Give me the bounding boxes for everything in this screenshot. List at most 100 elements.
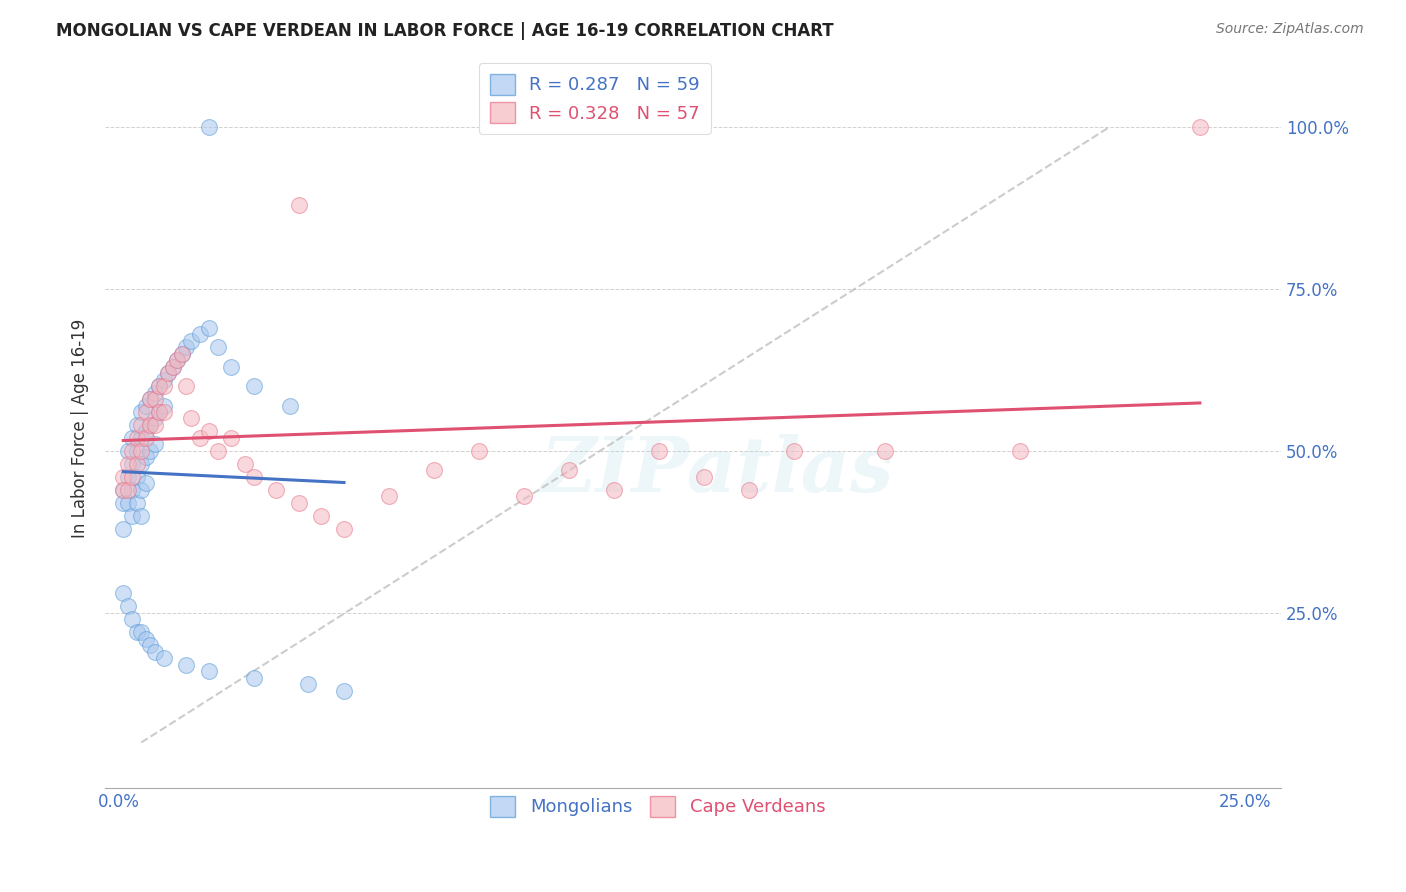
Point bbox=[117, 457, 139, 471]
Point bbox=[143, 417, 166, 432]
Point bbox=[112, 483, 135, 497]
Point bbox=[135, 405, 157, 419]
Point bbox=[311, 508, 333, 523]
Text: Source: ZipAtlas.com: Source: ZipAtlas.com bbox=[1216, 22, 1364, 37]
Point bbox=[129, 405, 152, 419]
Point bbox=[121, 612, 143, 626]
Point bbox=[148, 379, 170, 393]
Point bbox=[333, 522, 356, 536]
Point bbox=[139, 417, 162, 432]
Point bbox=[125, 625, 148, 640]
Point bbox=[135, 425, 157, 439]
Point bbox=[278, 399, 301, 413]
Point bbox=[152, 651, 174, 665]
Point bbox=[152, 373, 174, 387]
Point bbox=[738, 483, 761, 497]
Point bbox=[148, 405, 170, 419]
Point bbox=[243, 470, 266, 484]
Point bbox=[266, 483, 288, 497]
Point bbox=[166, 353, 188, 368]
Point bbox=[1008, 443, 1031, 458]
Point bbox=[125, 417, 148, 432]
Point bbox=[783, 443, 806, 458]
Point bbox=[112, 496, 135, 510]
Point bbox=[288, 496, 311, 510]
Point bbox=[207, 443, 229, 458]
Point bbox=[143, 437, 166, 451]
Point bbox=[112, 522, 135, 536]
Point bbox=[125, 470, 148, 484]
Legend: Mongolians, Cape Verdeans: Mongolians, Cape Verdeans bbox=[481, 787, 835, 826]
Point bbox=[243, 671, 266, 685]
Point bbox=[139, 392, 162, 406]
Point bbox=[129, 483, 152, 497]
Point bbox=[143, 411, 166, 425]
Point bbox=[423, 463, 446, 477]
Point bbox=[135, 431, 157, 445]
Point bbox=[139, 443, 162, 458]
Point bbox=[139, 638, 162, 652]
Point bbox=[129, 625, 152, 640]
Point bbox=[125, 457, 148, 471]
Point bbox=[125, 443, 148, 458]
Point bbox=[170, 346, 193, 360]
Point bbox=[176, 657, 198, 672]
Point bbox=[121, 443, 143, 458]
Point bbox=[152, 399, 174, 413]
Point bbox=[135, 476, 157, 491]
Point bbox=[188, 431, 211, 445]
Point bbox=[378, 489, 401, 503]
Point bbox=[125, 496, 148, 510]
Point bbox=[198, 664, 221, 678]
Point bbox=[152, 405, 174, 419]
Text: MONGOLIAN VS CAPE VERDEAN IN LABOR FORCE | AGE 16-19 CORRELATION CHART: MONGOLIAN VS CAPE VERDEAN IN LABOR FORCE… bbox=[56, 22, 834, 40]
Point bbox=[117, 483, 139, 497]
Point bbox=[135, 632, 157, 646]
Point bbox=[162, 359, 184, 374]
Point bbox=[468, 443, 491, 458]
Point bbox=[176, 379, 198, 393]
Point bbox=[198, 120, 221, 134]
Point bbox=[143, 392, 166, 406]
Point bbox=[873, 443, 896, 458]
Point bbox=[117, 443, 139, 458]
Point bbox=[180, 334, 202, 348]
Point bbox=[297, 677, 319, 691]
Point bbox=[648, 443, 671, 458]
Point bbox=[121, 431, 143, 445]
Point bbox=[112, 586, 135, 600]
Point bbox=[288, 197, 311, 211]
Point bbox=[117, 496, 139, 510]
Point bbox=[233, 457, 256, 471]
Point bbox=[129, 431, 152, 445]
Point bbox=[513, 489, 536, 503]
Point bbox=[112, 470, 135, 484]
Point bbox=[135, 450, 157, 465]
Point bbox=[166, 353, 188, 368]
Point bbox=[1188, 120, 1211, 134]
Point bbox=[152, 379, 174, 393]
Point bbox=[129, 508, 152, 523]
Point bbox=[112, 483, 135, 497]
Point bbox=[207, 340, 229, 354]
Point bbox=[162, 359, 184, 374]
Point bbox=[143, 645, 166, 659]
Point bbox=[125, 431, 148, 445]
Point bbox=[121, 457, 143, 471]
Point bbox=[129, 457, 152, 471]
Point bbox=[117, 599, 139, 614]
Point bbox=[129, 443, 152, 458]
Point bbox=[221, 359, 243, 374]
Point bbox=[129, 417, 152, 432]
Point bbox=[243, 379, 266, 393]
Point bbox=[176, 340, 198, 354]
Point bbox=[148, 379, 170, 393]
Point bbox=[121, 508, 143, 523]
Point bbox=[333, 683, 356, 698]
Point bbox=[117, 470, 139, 484]
Point bbox=[157, 366, 180, 380]
Text: ZIPatlas: ZIPatlas bbox=[540, 434, 893, 508]
Point bbox=[188, 327, 211, 342]
Point bbox=[693, 470, 716, 484]
Point bbox=[180, 411, 202, 425]
